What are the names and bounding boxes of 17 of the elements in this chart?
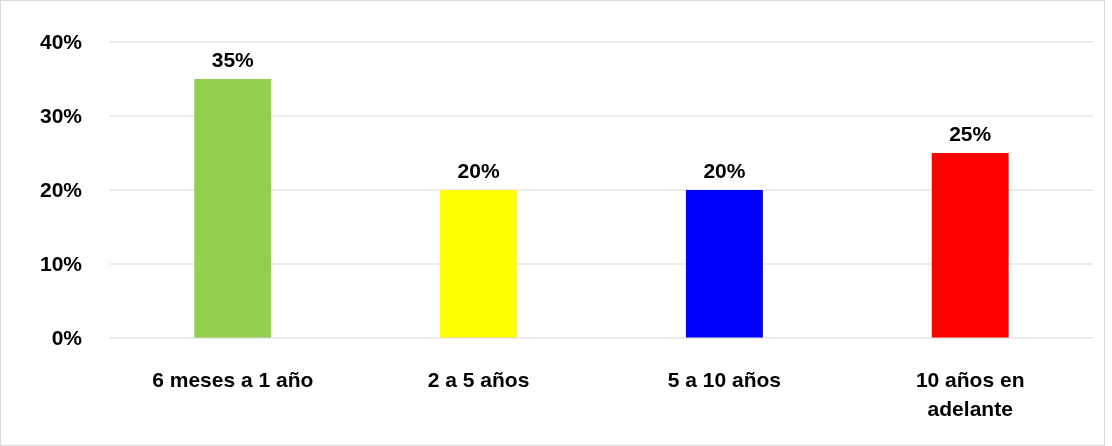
- x-tick-label: 5 a 10 años: [667, 368, 782, 391]
- x-tick-label: 10 años en adelante: [915, 368, 1025, 421]
- data-label: 20%: [703, 159, 746, 182]
- bar: [440, 190, 518, 338]
- y-tick-label: 30%: [39, 104, 83, 128]
- x-tick-label: 6 meses a 1 año: [152, 368, 314, 391]
- data-label: 25%: [949, 122, 992, 145]
- y-tick-label: 0%: [51, 326, 83, 350]
- bar: [931, 153, 1009, 338]
- y-tick-label: 10%: [39, 252, 83, 276]
- bar: [194, 79, 272, 338]
- bar: [685, 190, 763, 338]
- data-label: 20%: [457, 159, 500, 182]
- x-tick-label: 2 a 5 años: [427, 368, 530, 391]
- data-label: 35%: [211, 48, 255, 71]
- y-tick-label: 20%: [39, 178, 83, 202]
- y-tick-label: 40%: [39, 30, 83, 54]
